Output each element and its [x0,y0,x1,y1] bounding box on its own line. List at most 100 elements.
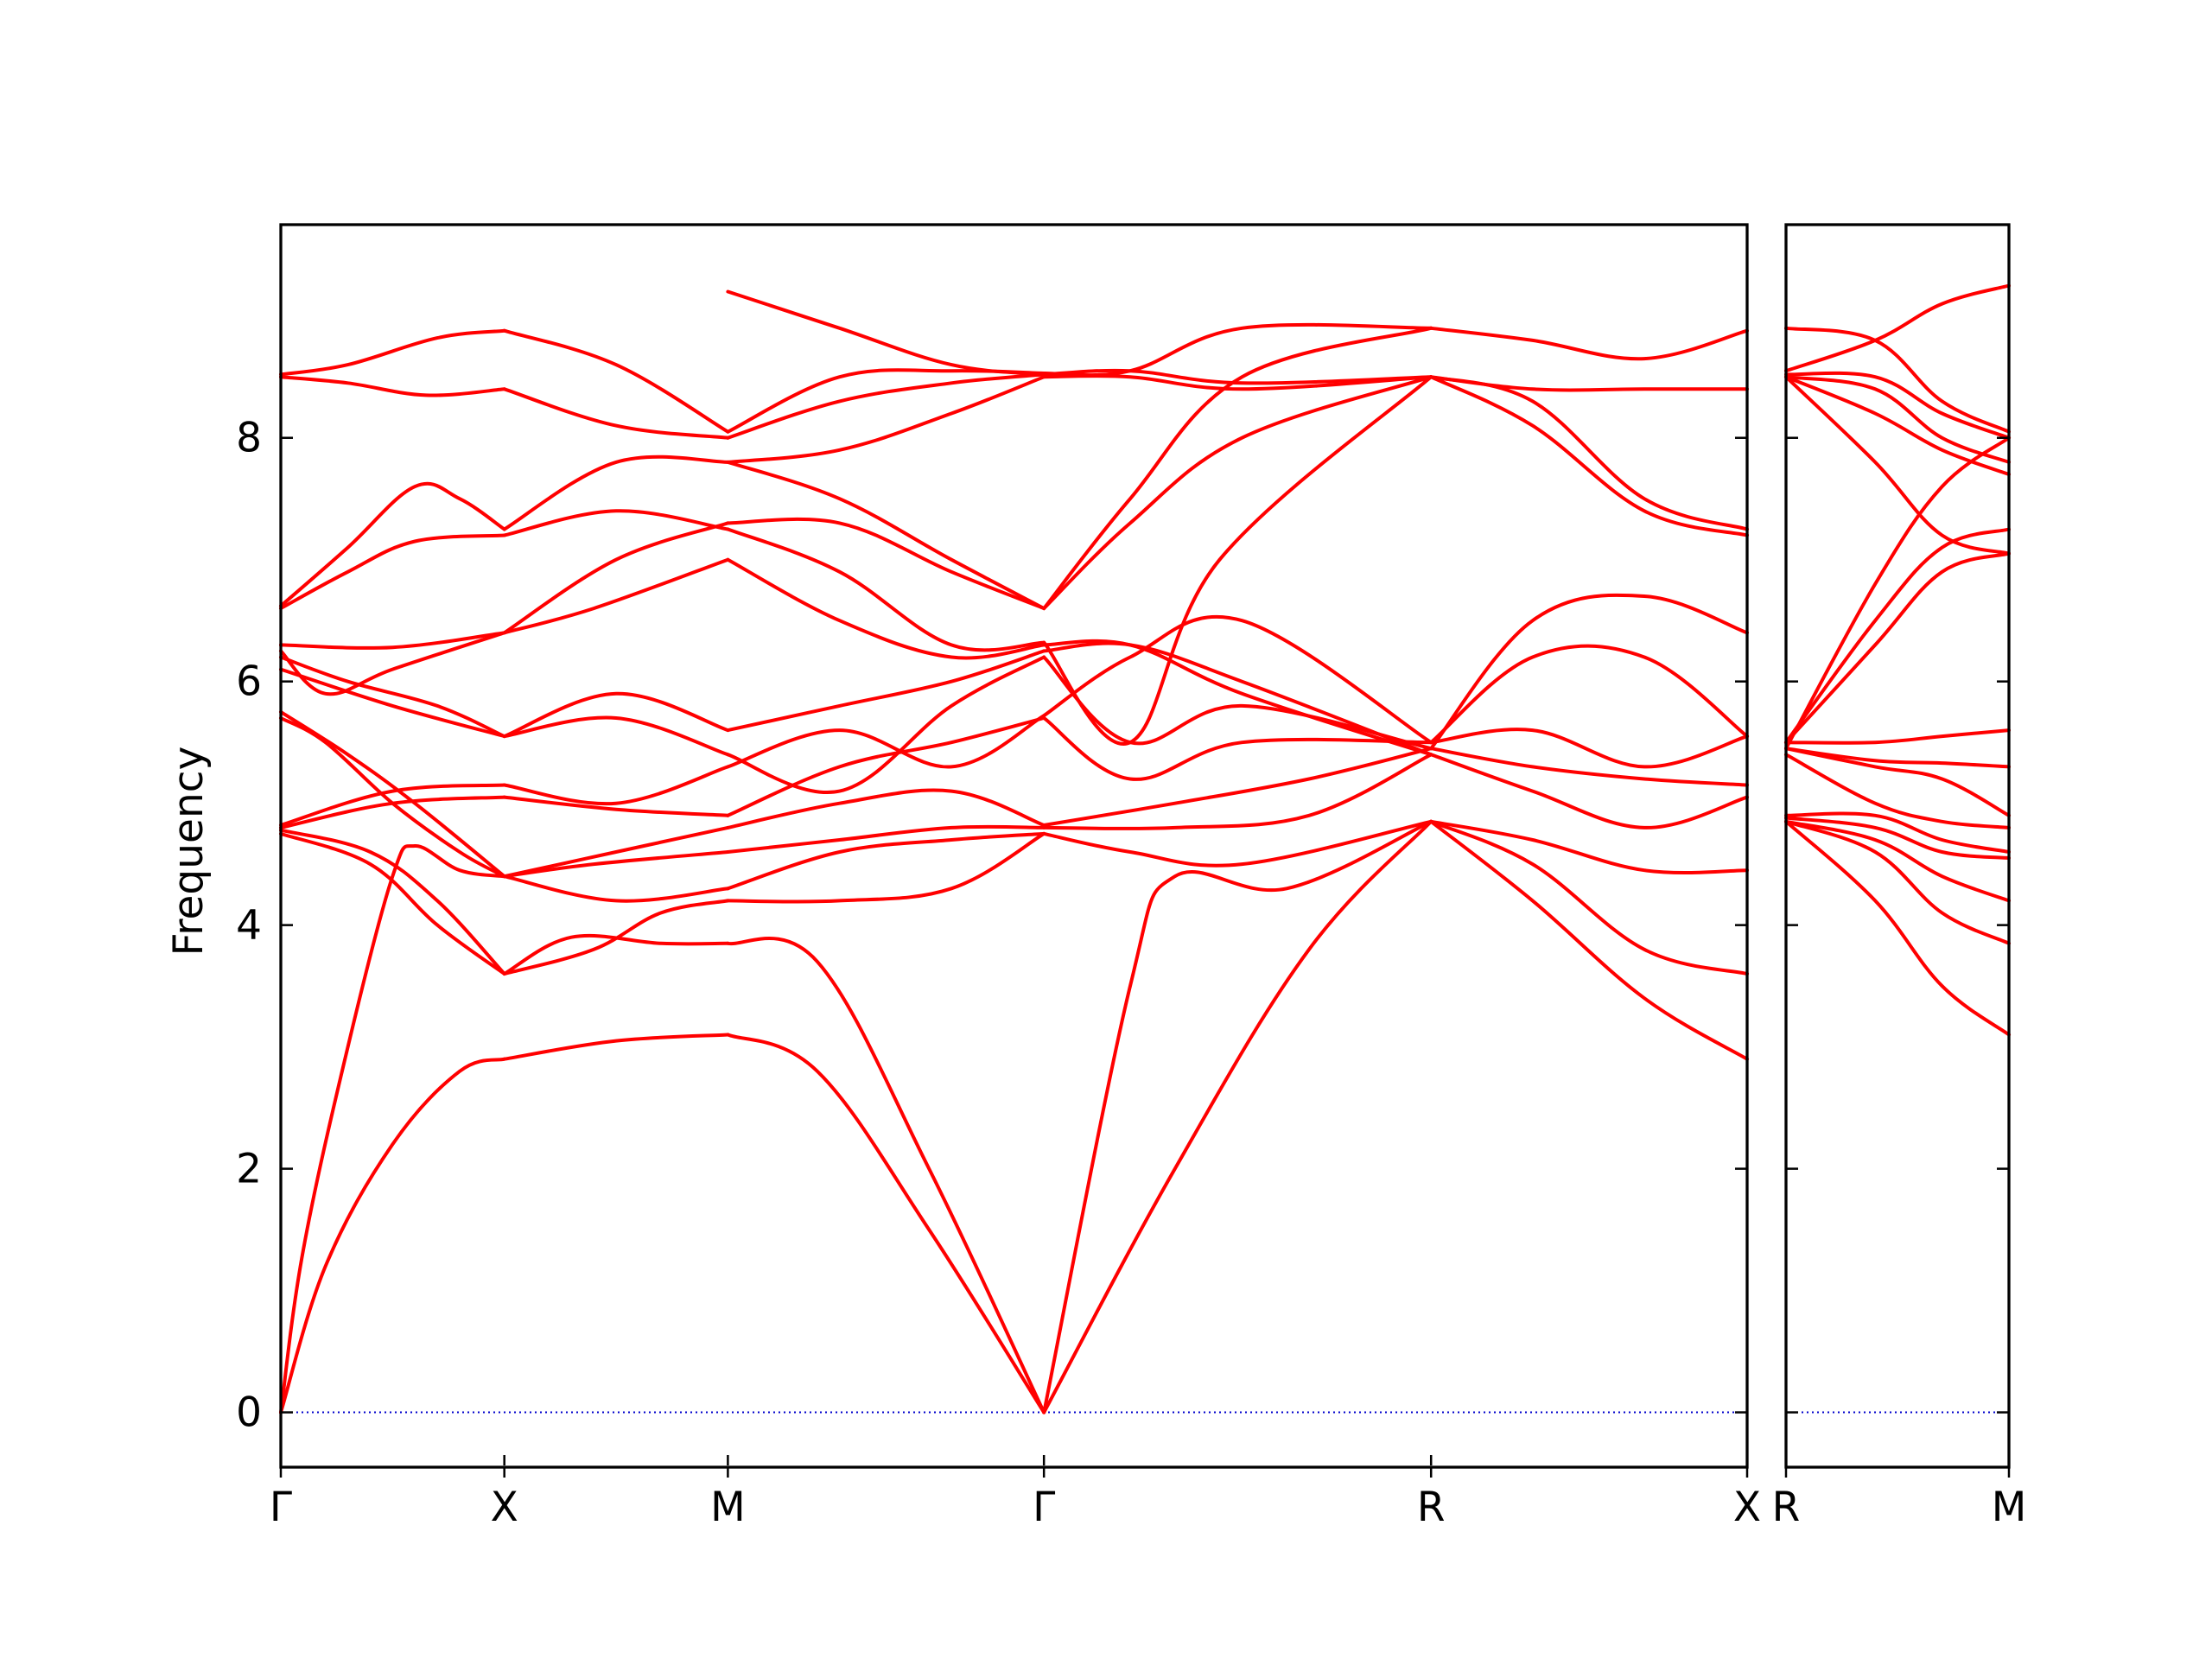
phonon-band-left-19 [502,899,730,976]
phonon-band-left-27 [502,557,730,635]
phonon-band-left-51 [1042,819,1433,1414]
phonon-band-right-7 [1784,747,2011,817]
phonon-band-left-11 [279,631,506,696]
x-tick-label: X [1733,1484,1761,1531]
x-tick-label: R [1417,1484,1446,1531]
phonon-band-left-14 [279,481,506,608]
phonon-band-left-28 [502,521,730,635]
phonon-band-left-69 [1429,819,1749,874]
phonon-band-right-4 [1784,816,2011,861]
phonon-band-left-13 [279,533,506,611]
phonon-band-left-67 [1429,819,1749,1061]
phonon-band-left-48 [726,372,1046,440]
phonon-band-left-26 [502,691,730,739]
phonon-band-left-46 [726,460,1046,611]
phonon-band-right-2 [1784,819,2011,945]
phonon-band-left-43 [726,557,1046,660]
phonon-band-left-42 [726,649,1046,733]
phonon-band-left-17 [502,1033,730,1061]
x-tick-label: M [1992,1484,2027,1531]
phonon-band-left-20 [502,874,730,903]
phonon-band-right-11 [1784,527,2011,745]
phonon-band-left-32 [502,328,730,434]
phonon-band-left-45 [726,517,1046,611]
y-tick-label: 8 [236,415,262,462]
phonon-band-left-53 [1042,819,1433,868]
phonon-band-left-6 [279,783,506,827]
phonon-band-left-30 [502,454,730,531]
phonon-band-left-21 [502,850,730,879]
phonon-band-left-73 [1429,644,1749,745]
y-tick-label: 2 [236,1146,262,1193]
phonon-band-left-29 [502,509,730,537]
phonon-band-left-15 [279,375,506,397]
phonon-band-left-68 [1429,819,1749,976]
phonon-band-right-16 [1784,371,2011,440]
left-panel: 0 2 4 6 8 Γ X M Γ R X [236,223,1761,1531]
phonon-band-left-16 [279,328,506,377]
x-tick-label: R [1772,1484,1801,1531]
phonon-band-left-41 [726,655,1046,794]
phonon-band-left-55 [1042,747,1433,827]
phonon-band-left-8 [279,709,506,879]
phonon-band-left-66 [1042,322,1433,378]
x-tick-label: Γ [1033,1484,1055,1531]
phonon-band-right-6 [1784,753,2011,830]
phonon-band-left-4 [279,828,506,976]
y-tick-label: 0 [236,1389,262,1437]
phonon-band-left-77 [1429,375,1749,392]
phonon-band-left-60 [1042,639,1433,757]
phonon-band-right-10 [1784,551,2011,745]
phonon-band-right-14 [1784,375,2011,476]
phonon-band-left-38 [726,788,1046,830]
phonon-band-left-39 [726,716,1046,817]
x-tick-label: Γ [270,1484,292,1531]
phonon-band-left-47 [726,375,1046,464]
phonon-band-left-10 [279,655,506,739]
x-tick-label: X [491,1484,518,1531]
phonon-band-left-65 [1042,368,1433,385]
phonon-band-left-75 [1429,375,1749,537]
phonon-band-left-59 [1042,641,1433,757]
phonon-band-left-63 [1042,326,1433,611]
phonon-band-left-18 [502,933,730,976]
phonon-band-left-24 [502,765,730,806]
phonon-band-left-9 [279,667,506,739]
phonon-band-left-36 [726,831,1046,891]
phonon-band-left-57 [1042,614,1433,745]
phonon-band-left-54 [1042,753,1433,831]
phonon-band-right-17 [1784,283,2011,373]
phonon-band-left-3 [279,831,506,976]
phonon-band-right-15 [1784,375,2011,464]
phonon-band-right-1 [1784,819,2011,1037]
phonon-band-left-34 [726,937,1046,1414]
phonon-band-left-56 [1042,716,1433,781]
phonon-band-left-40 [726,714,1046,769]
phonon-band-right-18 [1784,326,2011,434]
phonon-band-right-9 [1784,728,2011,745]
phonon-band-left-70 [1429,753,1749,830]
phonon-band-left-78 [1429,326,1749,361]
right-panel-frame [1784,223,2011,1469]
y-tick-label: 6 [236,658,262,706]
y-axis-label: Frequency [165,747,213,957]
y-tick-label: 4 [236,902,262,950]
phonon-band-right-5 [1784,811,2011,854]
phonon-band-left-74 [1429,593,1749,751]
phonon-band-left-2 [279,1057,506,1414]
phonon-band-left-31 [502,387,730,440]
phonon-band-left-72 [1429,728,1749,769]
phonon-band-left-23 [502,795,730,817]
phonon-band-left-22 [502,825,730,879]
phonon-band-left-71 [1429,747,1749,787]
phonon-band-left-1 [279,844,506,1414]
phonon-band-right-8 [1784,747,2011,769]
phonon-band-left-35 [726,831,1046,904]
phonon-band-left-12 [279,631,506,650]
phonon-band-left-52 [1042,819,1433,1414]
x-tick-label: M [710,1484,746,1531]
phonon-band-left-61 [1042,375,1433,746]
phonon-band-left-44 [726,527,1046,652]
